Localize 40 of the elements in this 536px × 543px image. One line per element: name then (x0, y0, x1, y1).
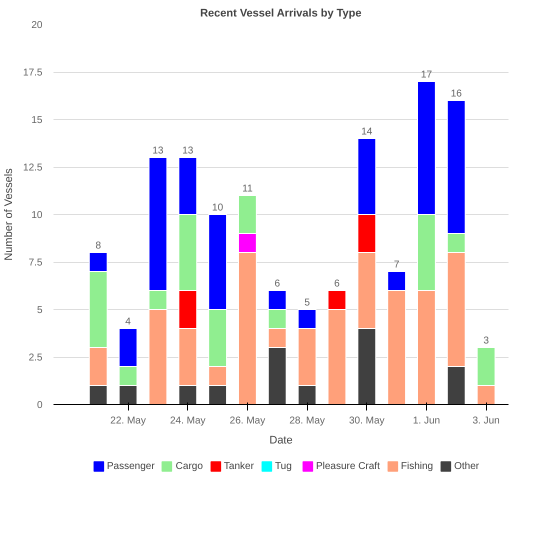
legend-label: Tug (274, 460, 293, 472)
y-tick-label: 12.5 (23, 162, 43, 174)
total-label: 7 (394, 260, 400, 270)
total-label: 13 (182, 146, 194, 156)
legend-label: Tanker (224, 460, 254, 472)
x-tick-label: 26. May (230, 416, 266, 426)
y-tick-label: 15 (31, 115, 43, 126)
x-tick-label: 22. May (110, 416, 146, 426)
y-tick-label: 0 (36, 400, 43, 411)
x-axis-title: Date (269, 434, 293, 446)
chart-title: Recent Vessel Arrivals by Type (200, 8, 362, 20)
x-tick-label: 1. Jun (412, 416, 440, 426)
total-label: 4 (125, 316, 132, 328)
legend-label: Fishing (400, 460, 434, 472)
y-tick-label: 10 (31, 210, 43, 221)
total-label: 6 (274, 278, 280, 290)
legend-label: Cargo (176, 460, 203, 472)
total-label: 14 (361, 126, 373, 138)
y-tick-label: 7.5 (28, 258, 43, 268)
y-tick-label: 2.5 (28, 352, 43, 364)
total-label: 3 (483, 336, 490, 346)
y-tick-label: 17.5 (23, 68, 43, 78)
total-label: 17 (420, 70, 432, 80)
x-tick-label: 24. May (170, 416, 206, 426)
total-label: 13 (152, 146, 164, 156)
legend-label: Passenger (106, 460, 155, 472)
legend-label: Pleasure Craft (316, 460, 380, 472)
x-tick-label: 28. May (289, 416, 325, 426)
total-label: 8 (95, 240, 102, 252)
total-label: 16 (450, 88, 462, 100)
y-axis-title: Number of Vessels (3, 168, 16, 261)
total-label: 5 (304, 298, 310, 308)
total-label: 11 (242, 184, 254, 194)
x-tick-label: 3. Jun (472, 416, 500, 426)
total-label: 10 (212, 202, 224, 214)
x-tick-label: 30. May (348, 416, 385, 426)
y-tick-label: 20 (31, 20, 43, 31)
y-tick-label: 5 (36, 305, 43, 316)
total-label: 6 (334, 278, 340, 290)
legend-label: Other (454, 460, 480, 472)
